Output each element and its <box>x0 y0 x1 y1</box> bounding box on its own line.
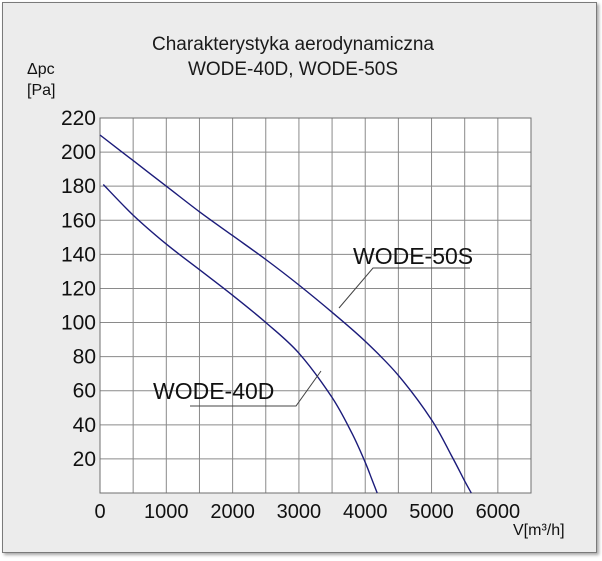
aero-characteristic-chart: Charakterystyka aerodynamiczna WODE-40D,… <box>27 34 565 539</box>
chart-title: Charakterystyka aerodynamiczna <box>152 34 434 55</box>
y-tick-label: 60 <box>73 380 96 403</box>
x-tick-label: 5000 <box>409 501 454 523</box>
series-line-wode-50s <box>99 134 472 494</box>
chart-frame: Charakterystyka aerodynamiczna WODE-40D,… <box>2 2 597 553</box>
x-tick-label: 0 <box>94 501 105 523</box>
x-axis-label: V[m³/h] <box>513 522 565 539</box>
label-wode-50s: WODE-50S <box>353 243 473 269</box>
y-tick-label: 180 <box>61 175 96 198</box>
y-tick-label: 220 <box>61 107 96 130</box>
y-axis-label: Δpc <box>27 61 55 78</box>
x-tick-label: 3000 <box>277 501 322 523</box>
y-tick-label: 80 <box>73 346 96 369</box>
x-tick-label: 2000 <box>210 501 255 523</box>
x-tick-label: 6000 <box>476 501 521 523</box>
chart-subtitle: WODE-40D, WODE-50S <box>188 59 398 80</box>
label-wode-40d: WODE-40D <box>153 378 274 404</box>
y-tick-label: 20 <box>73 448 96 471</box>
x-tick-label: 1000 <box>144 501 189 523</box>
plot-border <box>99 117 532 494</box>
y-axis-unit: [Pa] <box>27 82 55 99</box>
y-tick-label: 160 <box>61 209 96 232</box>
y-tick-label: 40 <box>73 414 96 437</box>
y-tick-label: 120 <box>61 277 96 300</box>
y-tick-label: 200 <box>61 141 96 164</box>
x-tick-label: 4000 <box>343 501 388 523</box>
y-tick-label: 100 <box>61 312 96 335</box>
leader-line-wode-40d <box>190 370 322 407</box>
y-tick-label: 140 <box>61 243 96 266</box>
plot-area <box>100 118 531 493</box>
leader-line-wode-50s <box>338 267 470 309</box>
series-line-wode-40d <box>102 184 378 494</box>
